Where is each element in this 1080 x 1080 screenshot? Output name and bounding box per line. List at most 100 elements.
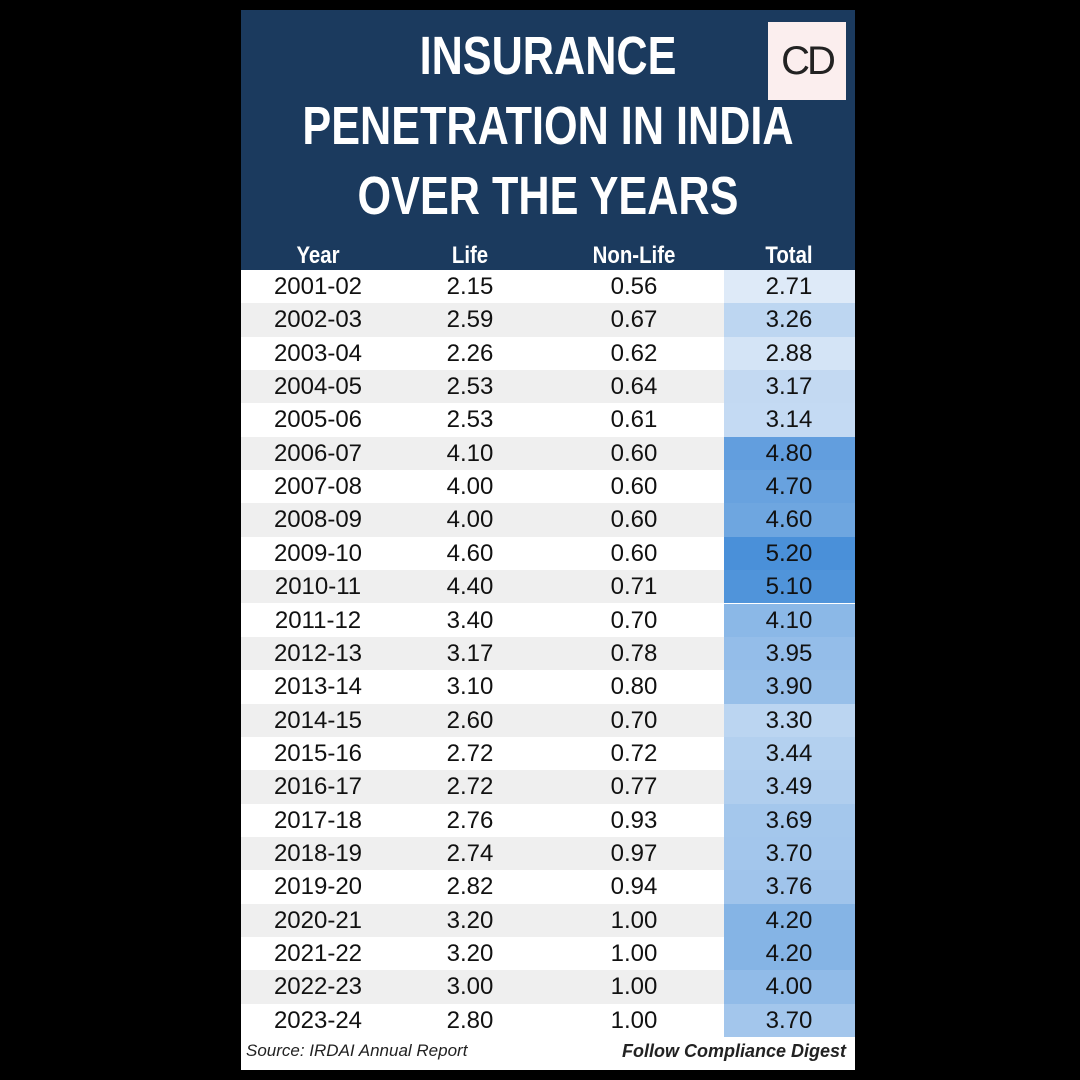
table-row: 2004-05 2.53 0.64 3.17 [241,370,855,404]
table-cell: 3.17 [446,639,494,667]
column-header: Year [296,242,340,269]
table-cell: 1.00 [610,973,658,1001]
table-row: 2023-24 2.80 1.00 3.70 [241,1003,855,1038]
table-cell: 0.71 [610,573,658,601]
table-cell: 3.70 [765,839,813,867]
table-cell: 1.00 [610,906,658,934]
title-line: PENETRATION IN INDIA [302,96,794,156]
table-cell: 0.77 [610,773,658,801]
table-row: 2008-09 4.00 0.60 4.60 [241,503,855,537]
table-cell: 2.53 [446,406,494,434]
table-row: 2010-11 4.40 0.71 5.10 [241,570,855,604]
total-heat [724,770,855,804]
total-heat [724,736,855,771]
title-line: INSURANCE [419,26,677,86]
table-cell: 2020-21 [273,906,363,934]
table-row: 2013-14 3.10 0.80 3.90 [241,670,855,704]
table-row: 2001-02 2.15 0.56 2.71 [241,270,855,304]
table-cell: 0.72 [610,739,658,767]
table-cell: 0.94 [610,873,658,901]
total-heat [724,703,855,737]
table-cell: 2.60 [446,706,494,734]
table-cell: 3.00 [446,973,494,1001]
table-cell: 2006-07 [273,439,363,467]
total-heat [724,1003,855,1038]
table-cell: 2.72 [446,773,494,801]
table-row: 2012-13 3.17 0.78 3.95 [241,636,855,671]
table-cell: 0.56 [610,273,658,300]
table-cell: 2.71 [765,273,813,300]
table-cell: 3.69 [765,806,813,834]
table-cell: 2003-04 [273,339,363,367]
column-header: Total [765,242,813,269]
table-cell: 2017-18 [273,806,363,834]
table-cell: 2012-13 [273,639,363,667]
table-row: 2017-18 2.76 0.93 3.69 [241,803,855,837]
total-heat [724,870,855,904]
table-cell: 4.60 [446,539,494,567]
table-cell: 2.82 [446,873,494,901]
table-cell: 2.76 [446,806,494,834]
table-cell: 2.72 [446,739,494,767]
table-cell: 0.93 [610,806,658,834]
table-cell: 2013-14 [273,673,363,701]
table-cell: 3.30 [765,706,813,734]
column-header: Non-Life [592,242,676,269]
table-cell: 2.26 [446,339,494,367]
table-row: 2022-23 3.00 1.00 4.00 [241,970,855,1004]
table-cell: 0.78 [610,639,658,667]
total-heat [724,503,855,537]
infographic: INSURANCE PENETRATION IN INDIA OVER THE … [241,10,855,1070]
total-heat [724,670,855,704]
table-cell: 2023-24 [273,1006,363,1034]
table-cell: 3.70 [765,1006,813,1034]
table-row: 2014-15 2.60 0.70 3.30 [241,703,855,737]
total-heat [724,970,855,1004]
table-cell: 2016-17 [273,773,363,801]
table-row: 2018-19 2.74 0.97 3.70 [241,836,855,871]
table-cell: 3.26 [765,306,813,334]
table-cell: 2018-19 [273,839,363,867]
table-cell: 2001-02 [273,273,363,300]
table-cell: 2010-11 [274,573,362,601]
table-row: 2006-07 4.10 0.60 4.80 [241,436,855,471]
table-row: 2005-06 2.53 0.61 3.14 [241,403,855,437]
table-cell: 2.15 [446,273,494,300]
table-cell: 3.10 [446,673,494,701]
table-cell: 2005-06 [273,406,363,434]
table-cell: 2.59 [446,306,494,334]
table-cell: 4.00 [446,506,494,534]
total-heat [724,636,855,671]
table-cell: 5.10 [765,573,813,601]
table-cell: 5.20 [765,539,813,567]
total-heat [724,403,855,437]
table-cell: 0.62 [610,339,658,367]
table-row: 2020-21 3.20 1.00 4.20 [241,903,855,937]
table-cell: 2011-12 [274,606,362,634]
column-header: Life [451,242,489,269]
table-cell: 2007-08 [273,473,363,501]
table-cell: 2014-15 [273,706,363,734]
table-cell: 2008-09 [273,506,363,534]
table-cell: 4.20 [765,940,813,967]
table-cell: 4.00 [765,973,813,1001]
table-cell: 2002-03 [273,306,363,334]
total-heat [724,803,855,837]
table-cell: 0.61 [610,406,658,434]
logo: CD [768,22,846,100]
table-row: 2016-17 2.72 0.77 3.49 [241,770,855,804]
total-heat [724,470,855,504]
table-cell: 3.40 [446,606,494,634]
table-cell: 3.20 [446,906,494,934]
total-heat [724,303,855,337]
table-row: 2015-16 2.72 0.72 3.44 [241,736,855,771]
total-heat [724,603,855,637]
table-cell: 4.10 [765,606,813,634]
total-heat [724,937,855,971]
table-cell: 4.40 [446,573,494,601]
table-cell: 2021-22 [273,940,363,967]
table-cell: 3.95 [765,639,813,667]
table-cell: 2.88 [765,339,813,367]
table-cell: 1.00 [610,1006,658,1034]
total-heat [724,436,855,471]
